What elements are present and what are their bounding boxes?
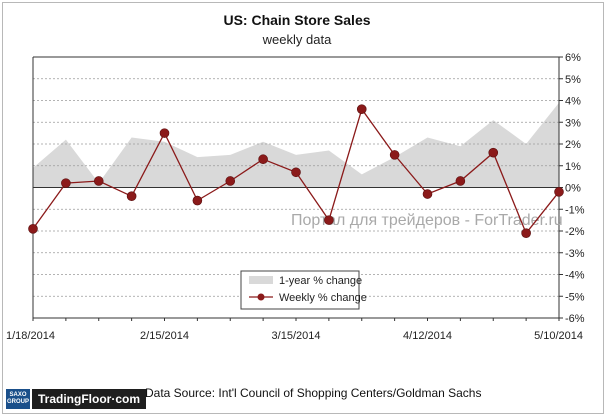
y-tick-label: -1% xyxy=(565,204,585,216)
x-tick-label: 1/18/2014 xyxy=(6,330,55,342)
weekly-change-point xyxy=(93,176,104,186)
weekly-change-point xyxy=(554,187,564,197)
legend-swatch-marker xyxy=(257,293,265,301)
legend-swatch-area xyxy=(249,276,273,284)
chart-frame: US: Chain Store Sales weekly data 6% 5% 4%… xyxy=(2,2,604,414)
y-tick-label: -2% xyxy=(565,226,585,238)
weekly-change-point xyxy=(521,228,531,238)
legend: 1-year % change Weekly % change xyxy=(240,270,367,310)
weekly-change-point xyxy=(126,191,137,201)
chain-store-sales-chart: US: Chain Store Sales weekly data 6% 5% 4%… xyxy=(6,12,585,400)
weekly-change-point xyxy=(159,128,170,138)
weekly-change-point xyxy=(455,176,466,186)
weekly-change-point xyxy=(291,167,301,178)
y-tick-label: 3% xyxy=(565,117,581,129)
weekly-change-point xyxy=(192,195,203,206)
y-tick-label: -3% xyxy=(565,248,585,260)
area-series-1-year-change xyxy=(33,102,559,188)
tradingfloor-logo-text: TradingFloor·com xyxy=(32,389,146,409)
chart-subtitle: weekly data xyxy=(262,32,332,47)
weekly-change-point xyxy=(324,215,334,225)
weekly-change-point xyxy=(225,176,236,186)
y-tick-label: 5% xyxy=(565,74,581,86)
data-source-note: Data Source: Int'l Council of Shopping C… xyxy=(145,386,481,400)
y-tick-label: -5% xyxy=(565,291,585,303)
y-tick-label: 4% xyxy=(565,96,581,108)
x-tick-label: 5/10/2014 xyxy=(534,330,583,342)
weekly-change-point xyxy=(422,189,433,199)
weekly-change-point xyxy=(258,154,268,165)
watermark-text: Портал для трейдеров - ForTrader.ru xyxy=(291,212,563,229)
y-tick-label: 0% xyxy=(565,183,581,195)
y-tick-label: -4% xyxy=(565,270,585,282)
y-tick-label: 6% xyxy=(565,52,581,64)
legend-label-area: 1-year % change xyxy=(279,275,362,287)
weekly-change-point xyxy=(356,104,367,114)
weekly-change-point xyxy=(28,224,38,234)
weekly-change-point xyxy=(488,147,499,158)
tradingfloor-logo: SAXO GROUP TradingFloor·com xyxy=(6,389,146,409)
weekly-change-point xyxy=(61,178,71,188)
y-tick-label: 2% xyxy=(565,139,581,151)
x-tick-label: 4/12/2014 xyxy=(403,330,452,342)
legend-label-line: Weekly % change xyxy=(279,292,367,304)
y-tick-label: -6% xyxy=(565,313,585,325)
saxo-group-logo-mark: SAXO GROUP xyxy=(6,389,30,409)
x-tick-label: 3/15/2014 xyxy=(272,330,321,342)
x-tick-label: 2/15/2014 xyxy=(140,330,189,342)
weekly-change-point xyxy=(389,150,400,160)
chart-title: US: Chain Store Sales xyxy=(223,12,370,28)
y-tick-label: 1% xyxy=(565,161,581,173)
